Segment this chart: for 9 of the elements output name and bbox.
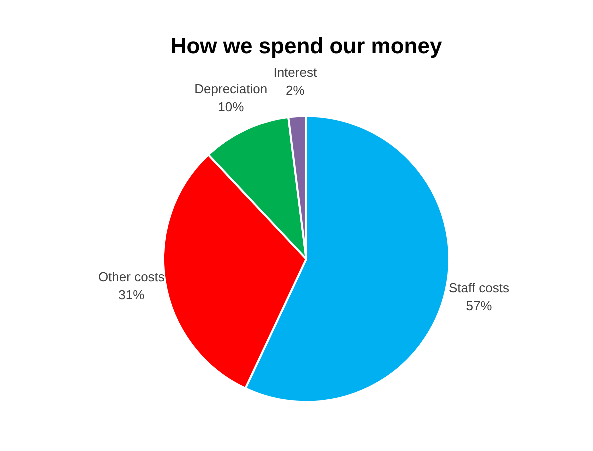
slice-label: Staff costs	[449, 280, 510, 296]
slice-label: Other costs	[98, 269, 166, 284]
data-label: 31%	[118, 287, 146, 302]
data-label: 10%	[218, 100, 245, 115]
data-label: 2%	[286, 83, 306, 98]
data-label: 57%	[466, 298, 493, 314]
chart-title: How we spend our money	[170, 33, 443, 58]
slice-label: Depreciation	[194, 82, 268, 97]
slice-label: Interest	[274, 65, 318, 80]
